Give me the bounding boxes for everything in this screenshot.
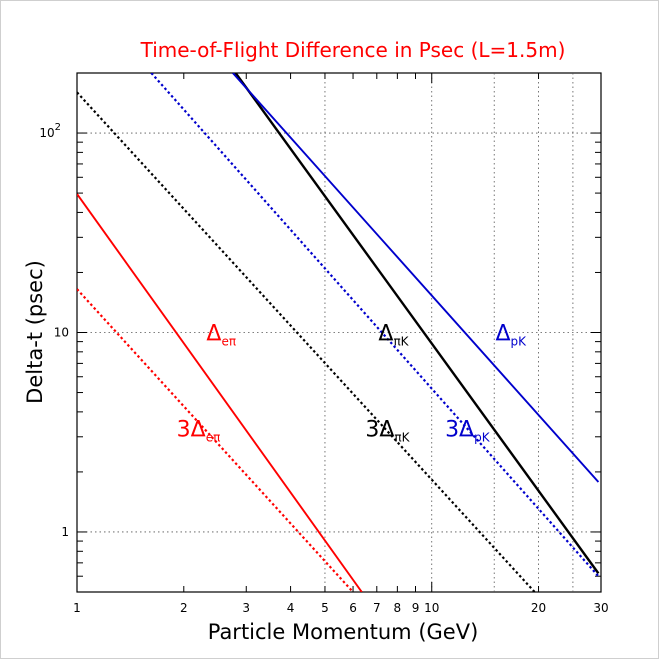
x-tick-label: 10	[424, 601, 439, 615]
x-axis-title: Particle Momentum (GeV)	[208, 620, 479, 644]
y-tick-label: 1	[61, 525, 69, 539]
y-tick-label: 10	[54, 326, 69, 340]
series-line-delta-epi	[77, 193, 363, 592]
x-tick-label: 6	[349, 601, 357, 615]
series-label-delta-epi: Δeπ	[206, 322, 236, 349]
series-line-3delta-pK	[150, 73, 600, 577]
x-tick-label: 2	[180, 601, 188, 615]
y-axis-title: Delta-t (psec)	[23, 260, 47, 404]
x-tick-label: 1	[73, 601, 81, 615]
series-line-3delta-piK	[77, 91, 536, 592]
series-line-delta-piK	[234, 73, 600, 575]
series-label-3delta-epi: 3Δeπ	[177, 418, 221, 445]
grid-lines	[77, 73, 601, 592]
x-tick-label: 5	[321, 601, 329, 615]
series-label-3delta-pK: 3ΔpK	[445, 418, 491, 445]
x-tick-label: 3	[242, 601, 250, 615]
y-tick-exponent: 2	[55, 122, 61, 133]
x-tick-label: 4	[287, 601, 295, 615]
x-tick-label: 8	[394, 601, 402, 615]
y-tick-label: 102	[39, 122, 61, 140]
x-tick-label: 9	[412, 601, 420, 615]
series-label-3delta-piK: 3ΔπK	[365, 418, 410, 445]
chart-title: Time-of-Flight Difference in Psec (L=1.5…	[140, 38, 566, 62]
x-tick-label: 7	[373, 601, 381, 615]
series-labels: Δeπ 3Δeπ ΔπK 3ΔπK ΔpK 3ΔpK	[177, 322, 528, 445]
series-label-delta-piK: ΔπK	[378, 322, 409, 349]
series-line-3delta-epi	[77, 288, 354, 592]
x-tick-label: 20	[531, 601, 546, 615]
x-tick-label: 30	[593, 601, 608, 615]
series-label-delta-pK: ΔpK	[495, 322, 527, 349]
series-line-delta-pK	[232, 73, 600, 483]
series-lines	[77, 73, 600, 592]
